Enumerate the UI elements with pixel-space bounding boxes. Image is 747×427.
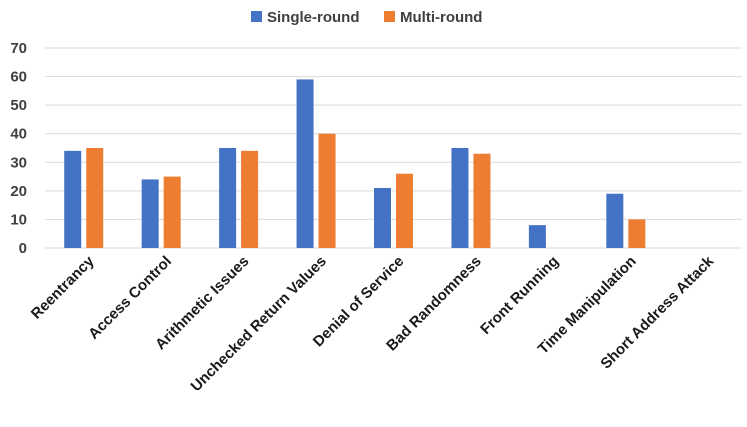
y-tick-label: 50	[10, 97, 27, 114]
bar-single-round	[141, 179, 159, 248]
y-tick-label: 40	[10, 126, 27, 143]
bars	[64, 79, 646, 248]
bar-single-round	[606, 193, 624, 248]
bar-multi-round	[628, 219, 646, 248]
legend-swatch-single-round	[251, 11, 262, 22]
gridlines	[45, 47, 742, 249]
bar-single-round	[374, 188, 391, 248]
x-category-label: Reentrancy	[28, 252, 98, 322]
bar-multi-round	[163, 176, 181, 248]
bar-multi-round	[86, 148, 104, 248]
legend-label-multi-round: Multi-round	[400, 9, 482, 26]
x-category-label: Access Control	[85, 253, 175, 343]
y-tick-label: 60	[10, 69, 27, 86]
bar-multi-round	[318, 133, 336, 248]
bar-multi-round	[473, 153, 491, 248]
y-tick-label: 10	[10, 211, 27, 228]
x-category-label: Unchecked Return Values	[188, 253, 330, 395]
bar-single-round	[64, 150, 82, 248]
bar-single-round	[528, 225, 546, 248]
bar-multi-round	[241, 150, 259, 248]
y-tick-label: 20	[10, 183, 27, 200]
bar-single-round	[296, 79, 314, 248]
legend-swatch-multi-round	[384, 11, 395, 22]
y-tick-label: 0	[19, 240, 27, 257]
y-tick-label: 30	[10, 154, 27, 171]
legend: Single-round Multi-round	[251, 9, 482, 26]
y-axis-tick-labels: 0 10 20 30 40 50 60 70	[10, 40, 27, 257]
legend-label-single-round: Single-round	[267, 9, 360, 26]
y-tick-label: 70	[10, 40, 27, 57]
bar-single-round	[219, 148, 237, 248]
x-category-label: Front Running	[477, 253, 562, 338]
bar-multi-round	[396, 173, 413, 248]
bar-single-round	[451, 148, 469, 248]
